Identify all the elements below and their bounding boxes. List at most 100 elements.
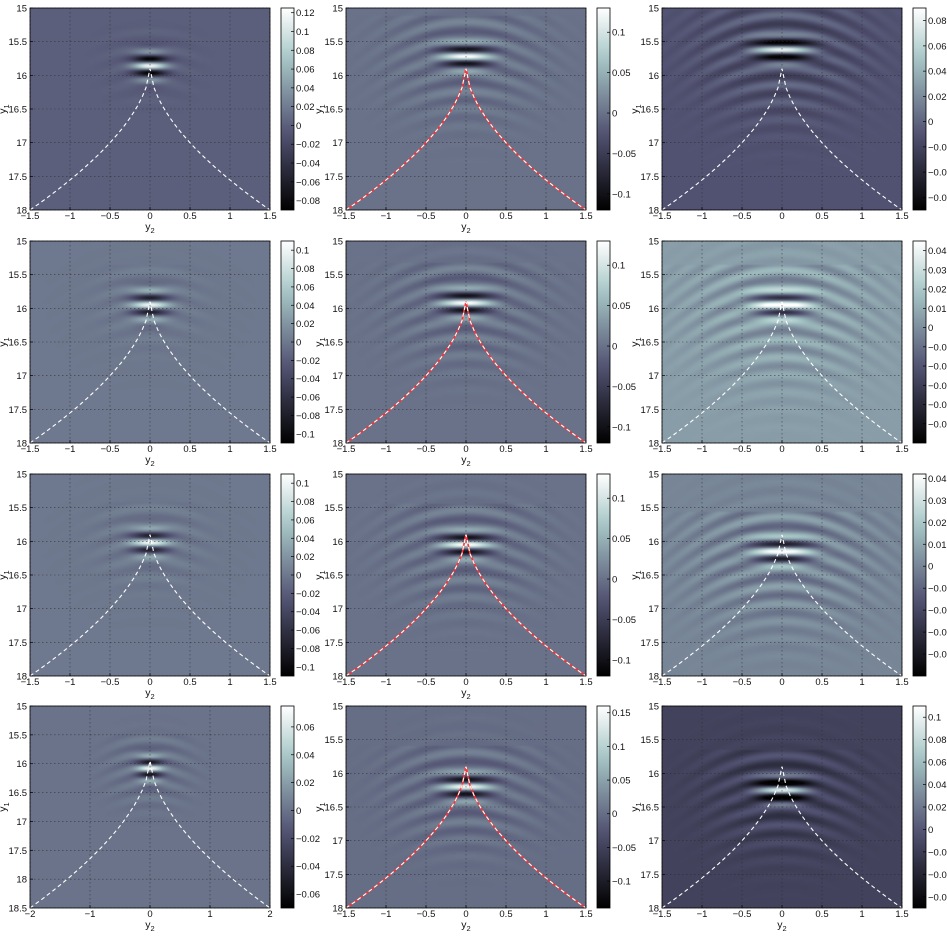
x-tick-label: −0.5 (733, 677, 752, 688)
heatmap-panel-r1c1: −1.5 −1 −0.5 0 0.5 1 1.51515.51616.51717.518y2… (0, 4, 320, 236)
colorbar-tick-label: 0.06 (296, 282, 315, 293)
colorbar (280, 705, 295, 909)
colorbar-tick-label: −0.03 (928, 381, 947, 392)
colorbar-tick-label: −0.04 (296, 862, 320, 873)
y-tick-label: 16 (16, 759, 27, 770)
y-tick-label: 15.5 (641, 503, 660, 514)
colorbar-tick-label: −0.05 (928, 419, 947, 430)
x-tick-label: −0.5 (417, 211, 436, 222)
dashed-curve (29, 534, 271, 677)
colorbar-tick-label: −0.1 (612, 422, 631, 433)
x-tick-label: 0 (463, 677, 468, 688)
y-tick-label: 17.5 (325, 405, 344, 416)
x-axis-label-sub: 2 (467, 226, 471, 235)
y-tick-label: 18 (332, 206, 343, 217)
x-tick-label: 1 (543, 677, 548, 688)
colorbar-tick-label: 0.1 (928, 713, 941, 724)
y-axis-label-sub: 1 (2, 802, 11, 806)
colorbar (596, 7, 611, 211)
colorbar-tick-label: 0.04 (296, 750, 315, 761)
x-tick-label: 1 (859, 677, 864, 688)
y-tick-label: 15 (648, 702, 659, 713)
x-tick-label: 0 (463, 444, 468, 455)
colorbar-tick-label: −0.05 (612, 843, 636, 854)
x-axis-label-sub: 2 (151, 226, 155, 235)
colorbar-tick-label: −0.1 (612, 655, 631, 666)
y-tick-label: 17 (16, 604, 27, 615)
x-axis-label-main: y (777, 919, 783, 931)
colorbar-tick-label: 0.1 (612, 742, 625, 753)
y-axis-label-sub: 1 (2, 570, 11, 574)
colorbar-tick-label: 0.15 (612, 708, 631, 719)
y-tick-label: 16.5 (325, 105, 344, 116)
y-tick-label: 15 (332, 702, 343, 713)
colorbar-tick-label: −0.08 (296, 196, 320, 207)
heatmap-panel-r2c3: −1.5 −1 −0.5 0 0.5 1 1.51515.51616.51717.518y1… (629, 237, 947, 456)
x-tick-label: 1.5 (895, 677, 908, 688)
y-tick-label: 17 (16, 817, 27, 828)
x-tick-label: 1.5 (263, 677, 276, 688)
colorbar-tick-label: −0.06 (296, 393, 320, 404)
y-tick-label: 15.5 (641, 735, 660, 746)
colorbar-tick-label: 0.06 (296, 65, 315, 76)
colorbar-tick-label: −0.02 (296, 834, 320, 845)
y-tick-label: 15.5 (325, 735, 344, 746)
x-tick-label: −0.5 (733, 909, 752, 920)
x-tick-label: 0 (779, 677, 784, 688)
colorbar-tick-label: 0.05 (612, 776, 631, 787)
x-tick-label: −1 (65, 211, 76, 222)
colorbar (912, 473, 927, 677)
y-tick-label: 16 (16, 304, 27, 315)
y-tick-label: 16 (332, 71, 343, 82)
x-tick-label: −1.5 (21, 444, 40, 455)
colorbar-tick-label: 0.02 (296, 778, 315, 789)
colorbar-tick-label: 0.03 (928, 496, 947, 507)
x-tick-label: −1 (381, 444, 392, 455)
y-tick-label: 15 (648, 4, 659, 15)
y-axis-label-sub: 1 (634, 802, 643, 806)
x-tick-label: 0.5 (499, 444, 512, 455)
y-axis-label: y1 (313, 337, 327, 346)
colorbar-tick-label: 0 (296, 571, 301, 582)
heatmap-panel-r4c1: −2−10121515.51616.51717.51818.5y2y10.060… (0, 702, 320, 934)
colorbar-tick-label: 0.02 (296, 552, 315, 563)
x-tick-label: −1 (381, 677, 392, 688)
x-tick-label: 0.5 (183, 677, 196, 688)
colorbar-tick-label: 0.02 (928, 803, 947, 814)
y-axis-label-main: y (0, 806, 9, 812)
y-tick-label: 18 (16, 206, 27, 217)
x-tick-label: 1.5 (263, 211, 276, 222)
colorbar-tick-label: 0 (928, 825, 933, 836)
y-tick-label: 15 (332, 470, 343, 481)
y-tick-label: 16.5 (325, 338, 344, 349)
y-tick-label: 15 (332, 237, 343, 248)
x-axis-label-main: y (461, 919, 467, 931)
colorbar-tick-label: 0 (296, 338, 301, 349)
x-tick-label: 1.5 (579, 677, 592, 688)
x-tick-label: −1 (697, 211, 708, 222)
x-tick-label: 0 (147, 444, 152, 455)
heatmap-panel-r1c3: −1.5 −1 −0.5 0 0.5 1 1.51515.51616.51717.518y1… (629, 4, 947, 223)
y-tick-label: 18 (648, 672, 659, 683)
colorbar (912, 240, 927, 444)
y-tick-label: 15.5 (9, 503, 28, 514)
colorbar-tick-label: 0 (612, 809, 617, 820)
colorbar-tick-label: 0.04 (928, 780, 947, 791)
y-tick-label: 17 (332, 138, 343, 149)
colorbar-tick-label: −0.01 (928, 342, 947, 353)
x-axis-label-main: y (145, 454, 151, 466)
colorbar-tick-label: −0.1 (296, 429, 315, 440)
colorbar (280, 7, 295, 211)
x-tick-label: 1 (543, 211, 548, 222)
colorbar-tick-label: 0.08 (928, 16, 947, 27)
colorbar-tick-label: 0.04 (928, 474, 947, 485)
x-axis-label: y2 (461, 221, 470, 235)
y-tick-label: 15.5 (325, 37, 344, 48)
y-tick-label: 15 (16, 470, 27, 481)
x-axis-label-main: y (145, 687, 151, 699)
y-tick-label: 17 (332, 371, 343, 382)
y-tick-label: 16.5 (9, 105, 28, 116)
colorbar-tick-label: −0.02 (296, 589, 320, 600)
heatmap-panel-r2c1: −1.5 −1 −0.5 0 0.5 1 1.51515.51616.51717.518y2… (0, 237, 320, 469)
x-axis-label: y2 (145, 221, 154, 235)
